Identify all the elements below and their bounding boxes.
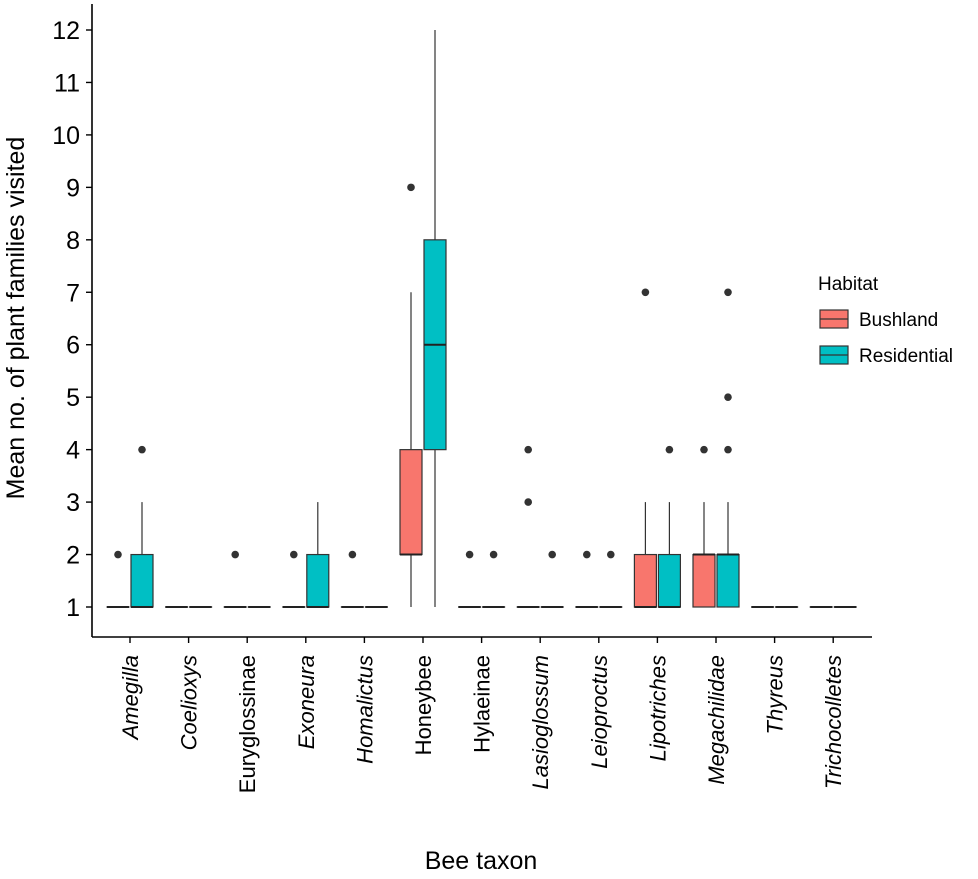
outlier-point — [489, 550, 498, 559]
outlier-point — [524, 498, 532, 506]
outlier-point — [465, 550, 474, 559]
box-body — [716, 553, 740, 608]
y-tick-label: 5 — [66, 384, 80, 412]
y-tick-label: 7 — [66, 279, 80, 307]
box-residential-lasioglossum — [540, 550, 564, 608]
legend-label: Residential — [859, 346, 953, 367]
box-residential-honeybee — [423, 30, 447, 607]
x-tick-label: Thyreus — [763, 655, 788, 734]
outlier-point — [724, 445, 732, 454]
x-tick-label: Coelioxys — [177, 655, 202, 750]
box-bushland-hylaeinae — [458, 550, 482, 608]
box-bushland-lipotriches — [633, 288, 658, 608]
box-body — [657, 553, 682, 608]
outlier-point — [724, 393, 732, 401]
box-body — [306, 553, 330, 608]
box-residential-hylaeinae — [482, 550, 506, 608]
outlier-point — [724, 288, 732, 297]
x-tick-label: Hylaeinae — [470, 655, 495, 753]
legend-item-bushland: Bushland — [819, 309, 938, 331]
box-residential-leioproctus — [599, 550, 623, 608]
x-tick-label: Lasioglossum — [528, 655, 553, 790]
y-tick-label: 11 — [54, 69, 80, 97]
box-residential-megachilidae — [716, 288, 740, 608]
x-tick-label: Amegilla — [118, 655, 143, 741]
legend-item-residential: Residential — [819, 345, 953, 367]
x-tick-label: Trichocolletes — [821, 655, 846, 789]
outlier-point — [290, 550, 298, 559]
y-tick-label: 9 — [66, 174, 80, 202]
outlier-point — [665, 445, 674, 454]
y-tick-label: 10 — [52, 122, 80, 150]
box-bushland-amegilla — [106, 550, 130, 608]
outlier-point — [231, 550, 239, 559]
y-tick-label: 3 — [66, 489, 80, 517]
outlier-point — [607, 550, 615, 559]
legend-title: Habitat — [818, 274, 879, 295]
y-tick-label: 8 — [66, 227, 80, 255]
x-tick-label: Megachilidae — [704, 655, 729, 785]
box-bushland-leioproctus — [575, 550, 599, 608]
outlier-point — [583, 550, 591, 559]
outlier-point — [407, 183, 415, 192]
legend-label: Bushland — [859, 310, 938, 331]
y-tick-label: 4 — [66, 437, 80, 465]
x-tick-label: Honeybee — [411, 655, 436, 755]
box-plot-marks — [106, 30, 857, 608]
outlier-point — [548, 550, 556, 559]
x-tick-label: Euryglossinae — [235, 655, 260, 793]
box-bushland-lasioglossum — [516, 445, 540, 608]
x-axis-title: Bee taxon — [425, 847, 538, 875]
y-tick-label: 12 — [52, 17, 80, 45]
y-axis-title: Mean no. of plant families visited — [2, 137, 30, 500]
box-residential-amegilla — [130, 445, 154, 608]
x-axis-ticks: Amegilla Coelioxys Euryglossinae Exoneura Ho… — [118, 637, 846, 793]
legend: Habitat Bushland Residential — [818, 274, 953, 367]
outlier-point — [114, 550, 122, 559]
outlier-point — [524, 445, 532, 454]
box-bushland-exoneura — [282, 550, 306, 608]
x-tick-label: Lipotriches — [645, 655, 670, 761]
outlier-point — [641, 288, 650, 297]
box-bushland-homalictus — [340, 550, 364, 608]
box-body — [633, 553, 658, 608]
box-residential-lipotriches — [657, 445, 682, 608]
box-bushland-euryglossinae — [223, 550, 247, 608]
box-bushland-megachilidae — [692, 445, 716, 608]
outlier-point — [138, 445, 146, 454]
x-tick-label: Leioproctus — [587, 655, 612, 769]
box-residential-exoneura — [306, 502, 330, 608]
box-body — [399, 449, 423, 556]
y-tick-label: 1 — [66, 594, 80, 622]
outlier-point — [348, 550, 357, 559]
outlier-point — [700, 445, 708, 454]
x-tick-label: Homalictus — [352, 655, 377, 764]
box-body — [130, 553, 154, 608]
box-body — [692, 553, 716, 608]
y-tick-label: 2 — [66, 542, 80, 570]
y-tick-label: 6 — [66, 332, 80, 360]
x-tick-label: Exoneura — [294, 655, 319, 749]
box-bushland-honeybee — [399, 183, 423, 607]
